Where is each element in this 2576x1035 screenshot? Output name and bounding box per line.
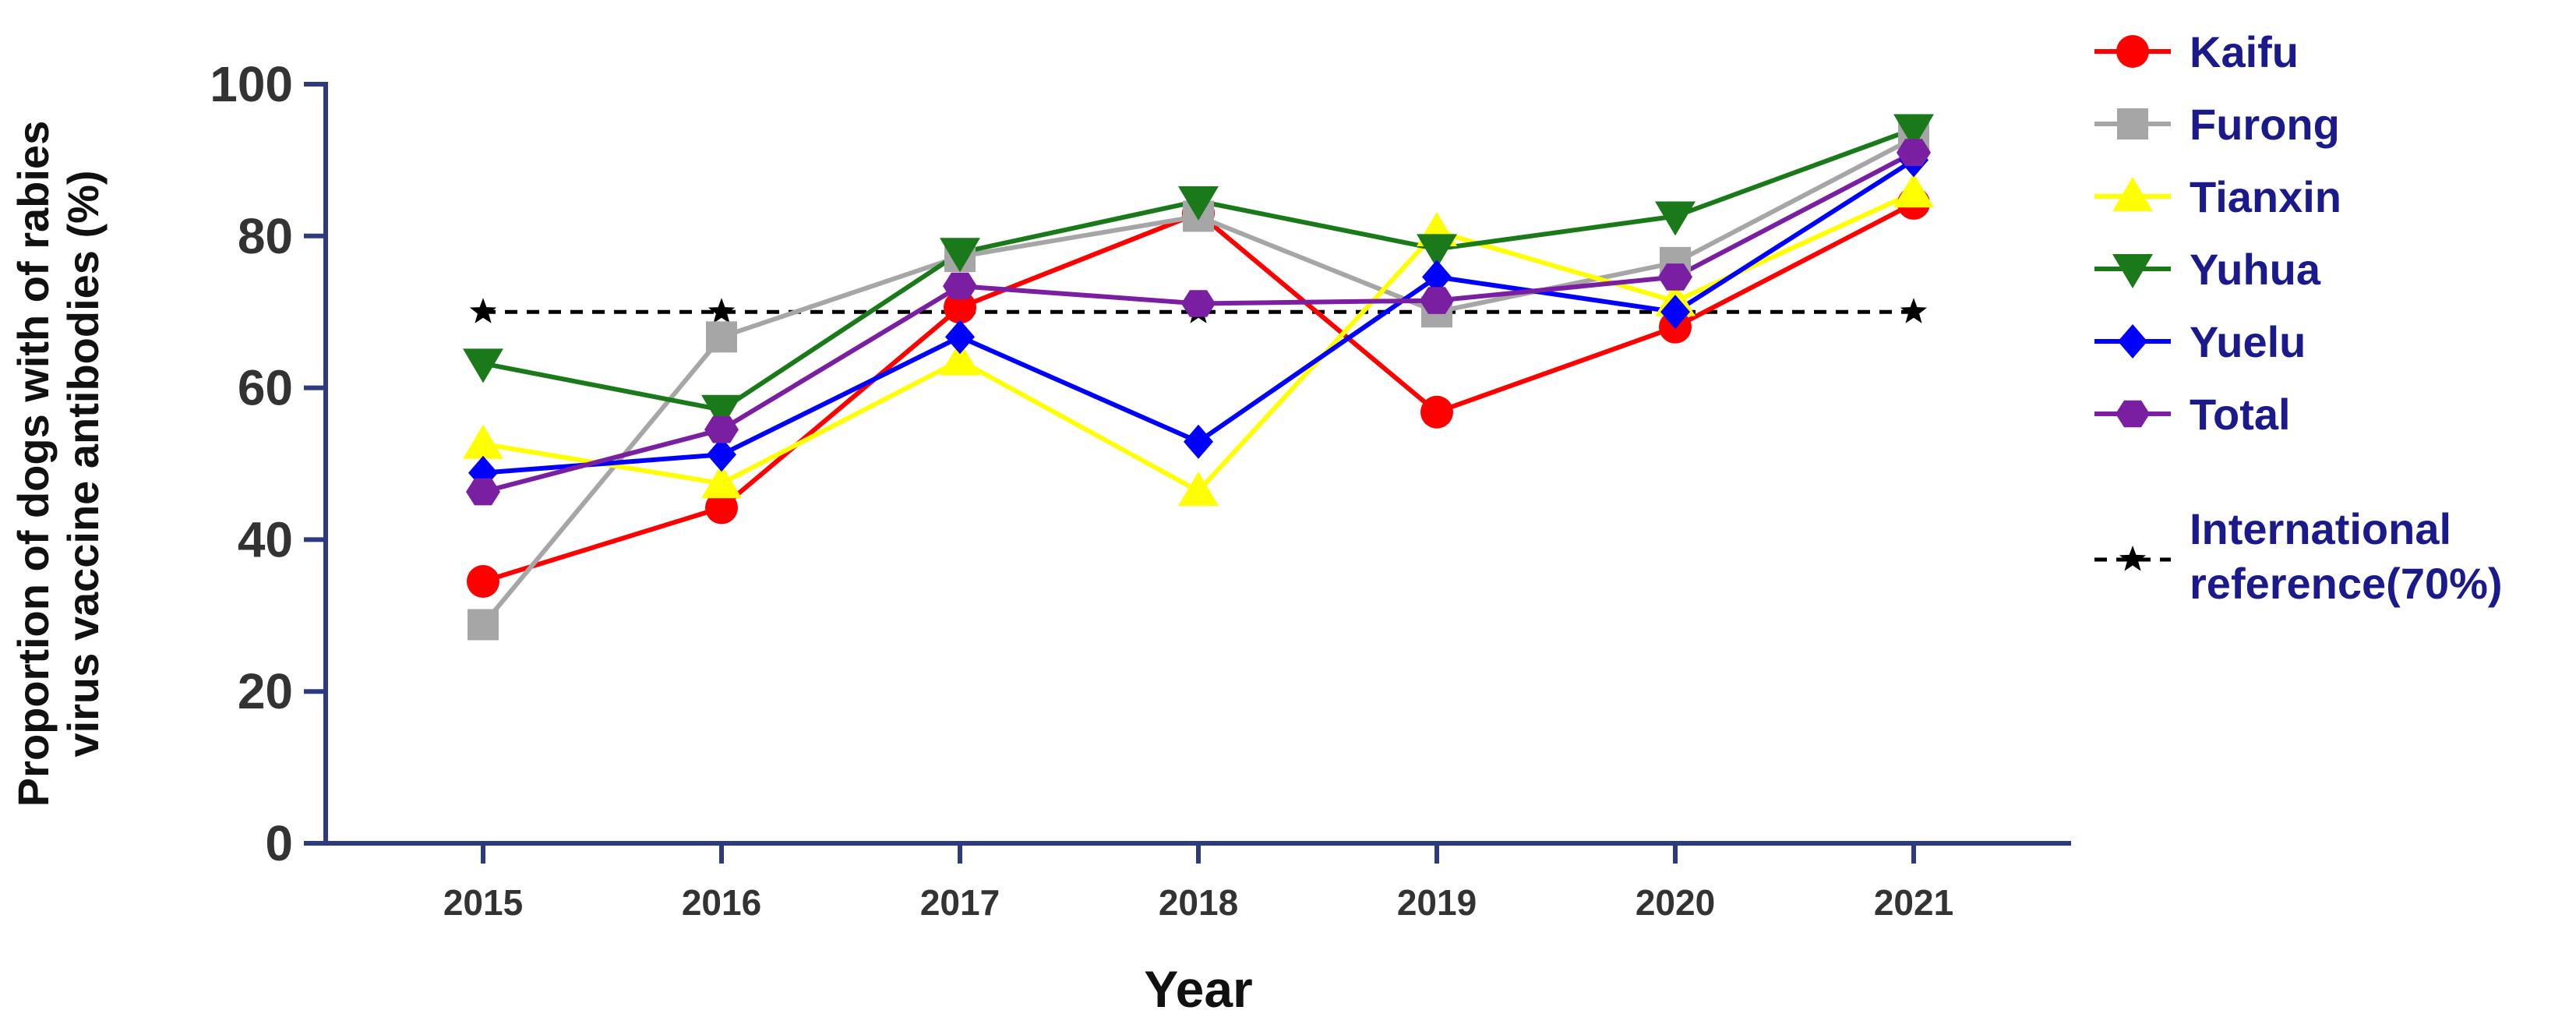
legend-marker-furong bbox=[2117, 108, 2148, 140]
data-point-international-reference-70 bbox=[469, 298, 497, 323]
x-tick-label: 2017 bbox=[920, 882, 1000, 923]
data-point-tianxin bbox=[1178, 472, 1219, 507]
data-point-yuhua bbox=[463, 348, 503, 383]
y-tick-label: 40 bbox=[238, 511, 293, 567]
legend-label-tianxin: Tianxin bbox=[2190, 172, 2341, 221]
legend-marker-international-reference-70 bbox=[2119, 546, 2147, 571]
data-point-furong bbox=[706, 321, 737, 353]
legend-label-international-reference-70: reference(70%) bbox=[2190, 559, 2503, 608]
y-tick-label: 0 bbox=[265, 815, 293, 871]
data-point-yuelu bbox=[1660, 295, 1690, 330]
x-tick-label: 2015 bbox=[443, 882, 523, 923]
x-tick-label: 2018 bbox=[1159, 882, 1238, 923]
y-axis-title-line-2: virus vaccine antibodies (%) bbox=[58, 170, 108, 757]
data-point-tianxin bbox=[701, 464, 742, 499]
legend-label-yuelu: Yuelu bbox=[2190, 317, 2306, 366]
y-axis-ticks: 0 20 40 60 80 100 bbox=[210, 56, 326, 871]
x-axis-title: Year bbox=[1144, 960, 1252, 1018]
legend-marker-tianxin bbox=[2112, 177, 2153, 211]
data-point-yuhua bbox=[1893, 114, 1934, 149]
series-markers bbox=[463, 114, 1934, 641]
data-point-total bbox=[1181, 290, 1216, 317]
x-tick-label: 2021 bbox=[1874, 882, 1953, 923]
y-tick-label: 60 bbox=[238, 360, 293, 416]
data-point-total bbox=[1420, 287, 1454, 314]
data-point-yuelu bbox=[945, 320, 975, 355]
data-point-tianxin bbox=[463, 424, 503, 459]
legend-label-yuhua: Yuhua bbox=[2190, 245, 2321, 294]
x-tick-label: 2019 bbox=[1397, 882, 1477, 923]
data-point-kaifu bbox=[1420, 395, 1453, 429]
legend-label-furong: Furong bbox=[2190, 100, 2340, 149]
data-point-yuhua bbox=[1178, 186, 1219, 221]
data-point-international-reference-70 bbox=[1900, 298, 1928, 323]
data-point-total bbox=[466, 478, 500, 506]
series-line-kaifu bbox=[482, 201, 1915, 584]
legend-marker-total bbox=[2115, 400, 2150, 428]
data-point-yuhua bbox=[701, 394, 742, 429]
legend-marker-yuhua bbox=[2112, 254, 2153, 288]
y-tick-label: 20 bbox=[238, 663, 293, 719]
data-point-total bbox=[943, 272, 977, 300]
data-point-yuelu bbox=[707, 437, 736, 472]
legend-label-total: Total bbox=[2190, 390, 2291, 439]
data-point-tianxin bbox=[1893, 173, 1934, 208]
legend-label-kaifu: Kaifu bbox=[2190, 27, 2299, 76]
data-point-yuelu bbox=[1184, 424, 1213, 459]
data-point-total bbox=[1658, 263, 1692, 291]
legend: Kaifu Furong Tianxin Yuhua Yuelu Total Interna… bbox=[2094, 27, 2503, 608]
y-tick-label: 80 bbox=[238, 208, 293, 264]
data-point-international-reference-70 bbox=[708, 298, 736, 323]
x-axis-ticks: 2015 2016 2017 2018 2019 2020 2021 bbox=[443, 843, 1953, 923]
data-point-total bbox=[1897, 139, 1931, 166]
data-point-yuhua bbox=[940, 238, 980, 273]
data-point-yuelu bbox=[1422, 260, 1452, 295]
x-tick-label: 2016 bbox=[682, 882, 761, 923]
legend-marker-kaifu bbox=[2116, 35, 2149, 68]
data-point-tianxin bbox=[940, 341, 980, 376]
legend-label-international-reference-70: International bbox=[2190, 504, 2451, 553]
data-point-yuhua bbox=[1417, 234, 1457, 269]
y-axis-title-line-1: Proportion of dogs with of rabies bbox=[9, 121, 58, 807]
data-point-furong bbox=[468, 609, 499, 641]
data-point-kaifu bbox=[705, 491, 738, 525]
legend-marker-yuelu bbox=[2118, 324, 2147, 359]
data-point-total bbox=[704, 415, 739, 443]
data-point-kaifu bbox=[467, 564, 499, 598]
x-tick-label: 2020 bbox=[1636, 882, 1715, 923]
y-tick-label: 100 bbox=[210, 56, 293, 112]
data-point-yuhua bbox=[1655, 201, 1696, 236]
